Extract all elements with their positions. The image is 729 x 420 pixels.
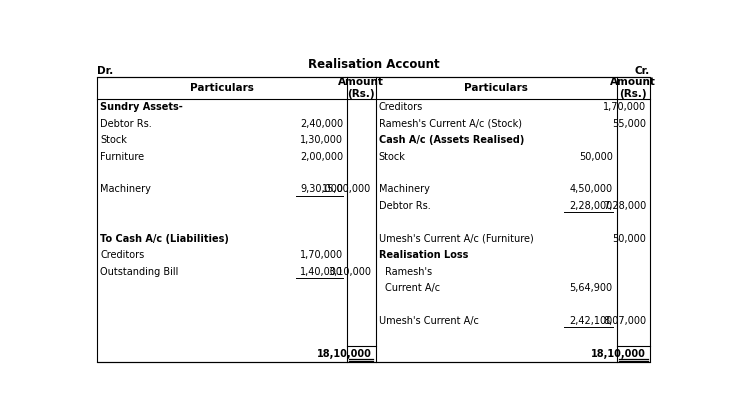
Text: Amount
(Rs.): Amount (Rs.): [338, 77, 384, 99]
Text: Dr.: Dr.: [98, 66, 114, 76]
Text: Debtor Rs.: Debtor Rs.: [101, 118, 152, 129]
Text: 7,28,000: 7,28,000: [603, 201, 646, 211]
Text: Machinery: Machinery: [101, 184, 152, 194]
Text: 2,42,100: 2,42,100: [569, 316, 612, 326]
Text: Furniture: Furniture: [101, 152, 144, 162]
Text: Realisation Loss: Realisation Loss: [378, 250, 468, 260]
Text: Outstanding Bill: Outstanding Bill: [101, 267, 179, 277]
Text: 18,10,000: 18,10,000: [591, 349, 646, 359]
Text: Stock: Stock: [101, 135, 128, 145]
Text: Umesh's Current A/c: Umesh's Current A/c: [378, 316, 478, 326]
Text: Amount
(Rs.): Amount (Rs.): [610, 77, 656, 99]
Text: Sundry Assets-: Sundry Assets-: [101, 102, 183, 112]
Text: Cash A/c (Assets Realised): Cash A/c (Assets Realised): [378, 135, 524, 145]
Text: 50,000: 50,000: [612, 234, 646, 244]
Text: 8,07,000: 8,07,000: [603, 316, 646, 326]
Text: Stock: Stock: [378, 152, 405, 162]
Text: 2,28,000: 2,28,000: [569, 201, 612, 211]
Text: 1,30,000: 1,30,000: [300, 135, 343, 145]
Text: Realisation Account: Realisation Account: [308, 58, 440, 71]
Text: 18,10,000: 18,10,000: [317, 349, 372, 359]
Text: 2,40,000: 2,40,000: [300, 118, 343, 129]
Text: 4,50,000: 4,50,000: [569, 184, 612, 194]
Text: Creditors: Creditors: [101, 250, 144, 260]
Text: 55,000: 55,000: [612, 118, 646, 129]
Text: 9,30,000: 9,30,000: [300, 184, 343, 194]
Text: 50,000: 50,000: [579, 152, 612, 162]
Text: Current A/c: Current A/c: [385, 283, 440, 293]
Text: Umesh's Current A/c (Furniture): Umesh's Current A/c (Furniture): [378, 234, 534, 244]
Text: To Cash A/c (Liabilities): To Cash A/c (Liabilities): [101, 234, 230, 244]
Text: Ramesh's: Ramesh's: [385, 267, 432, 277]
Text: Ramesh's Current A/c (Stock): Ramesh's Current A/c (Stock): [378, 118, 522, 129]
Text: Debtor Rs.: Debtor Rs.: [378, 201, 430, 211]
Bar: [98, 77, 650, 362]
Text: Particulars: Particulars: [190, 83, 254, 93]
Text: 15,00,000: 15,00,000: [322, 184, 372, 194]
Text: Creditors: Creditors: [378, 102, 423, 112]
Text: 1,40,000: 1,40,000: [300, 267, 343, 277]
Text: Cr.: Cr.: [635, 66, 650, 76]
Text: 1,70,000: 1,70,000: [603, 102, 646, 112]
Text: 5,64,900: 5,64,900: [569, 283, 612, 293]
Text: Machinery: Machinery: [378, 184, 429, 194]
Text: Particulars: Particulars: [464, 83, 528, 93]
Text: 3,10,000: 3,10,000: [329, 267, 372, 277]
Text: 1,70,000: 1,70,000: [300, 250, 343, 260]
Text: 2,00,000: 2,00,000: [300, 152, 343, 162]
